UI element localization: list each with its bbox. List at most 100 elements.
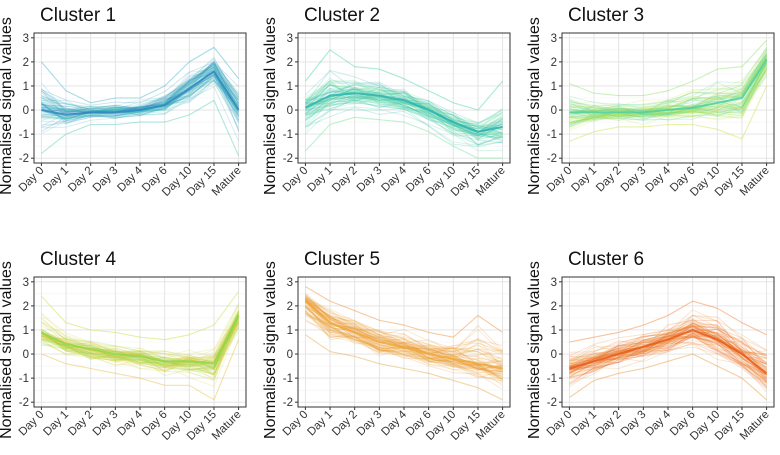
trace-line: [569, 329, 767, 365]
trace-line: [41, 61, 240, 119]
trace-line: [41, 75, 240, 120]
trace-line: [569, 334, 767, 381]
trace-line: [569, 75, 768, 128]
trace-line: [569, 325, 767, 369]
trace-line: [41, 65, 240, 110]
series-median-line: [40, 315, 240, 365]
trace-line: [305, 299, 503, 360]
trace-line: [569, 331, 767, 370]
y-tick-label: 1: [23, 81, 29, 93]
trace-line: [569, 61, 768, 124]
trace-line: [305, 302, 503, 367]
trace-line: [305, 88, 503, 140]
trace-line: [305, 299, 503, 369]
trace-line: [569, 69, 768, 126]
y-tick-label: 2: [551, 301, 557, 313]
x-tick-label: Day 3: [619, 409, 649, 439]
x-tick-label: Day 3: [355, 409, 385, 439]
trace-line: [41, 64, 240, 116]
x-tick-label: Day 0: [17, 165, 47, 195]
trace-line: [41, 318, 240, 372]
series-envelope-line: [305, 286, 503, 338]
y-tick-label: 0: [551, 349, 557, 361]
trace-line: [569, 52, 768, 114]
trace-line: [41, 57, 240, 112]
trace-line: [41, 73, 239, 117]
trace-line: [41, 318, 240, 367]
trace-line: [41, 316, 240, 374]
trace-line: [569, 315, 767, 357]
trace-line: [41, 67, 240, 121]
trace-line: [305, 292, 503, 353]
trace-line: [305, 100, 503, 140]
trace-line: [41, 68, 240, 124]
trace-line: [569, 332, 767, 383]
trace-line: [569, 321, 767, 355]
trace-line: [569, 55, 768, 110]
trace-line: [569, 61, 768, 116]
trace-line: [569, 324, 767, 373]
trace-line: [41, 316, 240, 382]
trace-line: [305, 297, 503, 350]
trace-line: [41, 80, 239, 123]
trace-line: [305, 298, 503, 374]
trace-line: [569, 55, 768, 119]
trace-line: [305, 306, 503, 380]
trace-line: [41, 66, 240, 115]
trace-line: [41, 79, 239, 125]
trace-line: [305, 86, 503, 130]
trace-line: [569, 322, 767, 382]
trace-line: [305, 96, 503, 146]
trace-line: [569, 54, 768, 113]
series-median-line: [569, 329, 768, 375]
trace-line: [41, 323, 240, 380]
trace-line: [41, 61, 239, 106]
trace-line: [41, 65, 239, 110]
series-median-line: [569, 58, 768, 114]
y-tick-label: -2: [547, 153, 557, 165]
trace-line: [569, 319, 767, 360]
trace-line: [569, 334, 767, 384]
trace-line: [41, 80, 240, 135]
trace-line: [41, 310, 240, 360]
y-tick-label: -1: [19, 129, 29, 141]
trace-line: [569, 324, 767, 376]
trace-line: [305, 293, 503, 360]
trace-line: [305, 297, 503, 364]
trace-line: [41, 331, 240, 368]
trace-line: [41, 310, 240, 370]
trace-line: [305, 102, 503, 146]
trace-line: [569, 59, 767, 118]
trace-line: [305, 107, 503, 148]
trace-line: [569, 333, 767, 380]
trace-line: [41, 65, 240, 117]
series-envelope-line: [304, 116, 503, 159]
trace-line: [569, 60, 768, 124]
x-tick-label: Day 2: [66, 409, 96, 439]
trace-line: [305, 300, 503, 372]
trace-line: [305, 89, 503, 138]
trace-line: [569, 56, 768, 116]
y-axis-label: Normalised signal values: [0, 261, 15, 439]
chart-title: Cluster 2: [304, 5, 380, 26]
trace-line: [41, 318, 240, 379]
trace-line: [305, 95, 503, 133]
trace-line: [305, 88, 503, 128]
trace-line: [569, 56, 768, 114]
chart-title: Cluster 5: [304, 249, 380, 270]
trace-line: [569, 66, 768, 124]
trace-line: [305, 320, 503, 380]
series-envelope-line: [569, 85, 768, 142]
x-tick-label: Day 1: [569, 165, 599, 195]
y-tick-label: -2: [19, 397, 29, 409]
trace-line: [305, 97, 503, 138]
y-tick-label: 3: [23, 33, 29, 45]
y-axis-label: Normalised signal values: [262, 261, 279, 439]
trace-line: [41, 79, 239, 128]
series-envelope-line: [40, 291, 240, 341]
trace-line: [569, 62, 768, 122]
trace-line: [569, 334, 767, 375]
